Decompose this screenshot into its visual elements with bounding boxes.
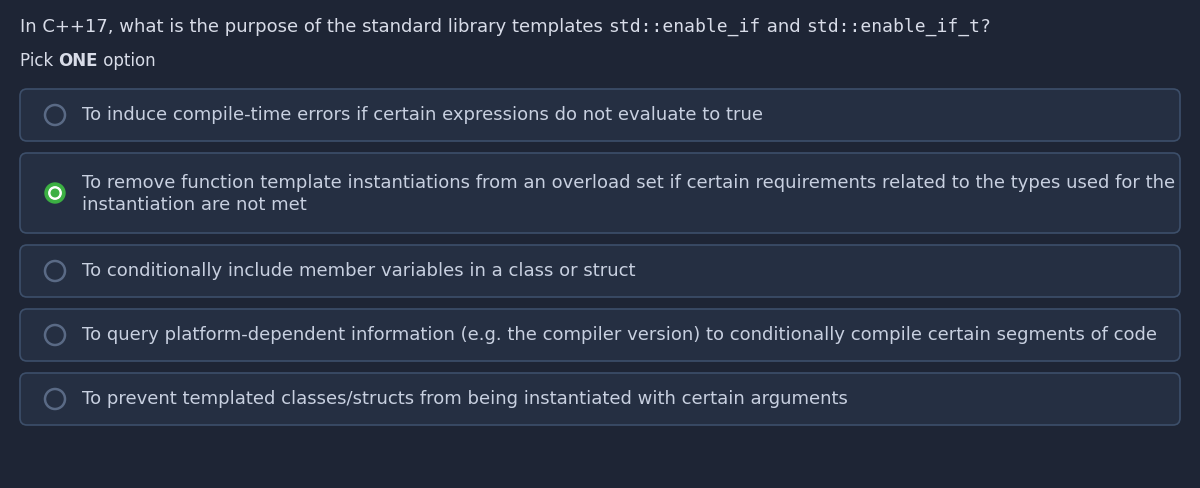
Circle shape [52, 190, 59, 197]
Circle shape [49, 187, 61, 200]
Text: To conditionally include member variables in a class or struct: To conditionally include member variable… [82, 262, 636, 280]
Text: and: and [761, 18, 806, 36]
FancyBboxPatch shape [20, 90, 1180, 142]
Text: ?: ? [980, 18, 990, 36]
Text: To prevent templated classes/structs from being instantiated with certain argume: To prevent templated classes/structs fro… [82, 389, 848, 407]
FancyBboxPatch shape [20, 154, 1180, 234]
FancyBboxPatch shape [20, 245, 1180, 297]
Text: To induce compile-time errors if certain expressions do not evaluate to true: To induce compile-time errors if certain… [82, 106, 763, 124]
Text: option: option [98, 52, 156, 70]
Text: instantiation are not met: instantiation are not met [82, 196, 307, 214]
FancyBboxPatch shape [20, 373, 1180, 425]
Text: To query platform-dependent information (e.g. the compiler version) to condition: To query platform-dependent information … [82, 325, 1157, 343]
Text: std::enable_if_t: std::enable_if_t [806, 18, 980, 36]
Text: In C++17, what is the purpose of the standard library templates: In C++17, what is the purpose of the sta… [20, 18, 608, 36]
Text: To remove function template instantiations from an overload set if certain requi: To remove function template instantiatio… [82, 174, 1175, 192]
Circle shape [46, 183, 65, 203]
FancyBboxPatch shape [20, 309, 1180, 361]
Text: Pick: Pick [20, 52, 59, 70]
Text: ONE: ONE [59, 52, 98, 70]
Text: std::enable_if: std::enable_if [608, 18, 761, 36]
